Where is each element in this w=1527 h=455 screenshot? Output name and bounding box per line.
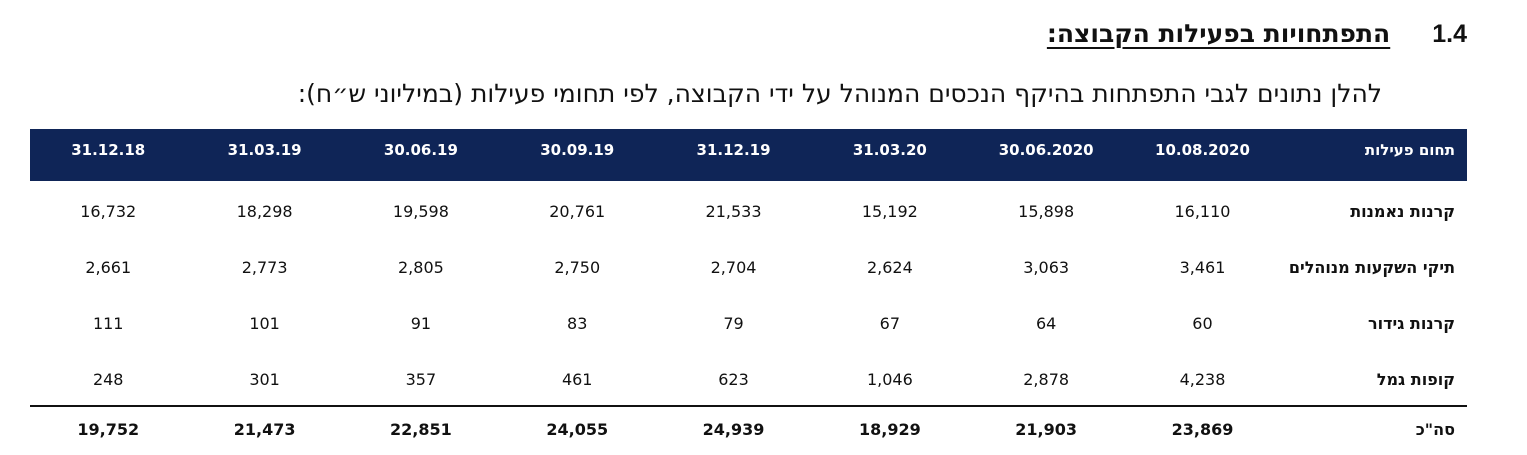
total-cell: 24,055 [499,405,656,451]
table-cell: 461 [561,369,593,389]
table-cell: 83 [567,313,588,333]
table-cell: 3,461 [1179,257,1226,277]
row-label: תיקי השקעות מנוהלים [1288,257,1455,277]
row-label: קרנות נאמנות [1350,201,1455,221]
table-cell: 2,773 [241,257,288,277]
total-label: סה"כ [1280,405,1467,451]
table-cell: 248 [92,369,124,389]
header-date: 31.03.20 [852,141,927,159]
header-activity-field: תחום פעילות [1364,141,1455,159]
table-row: קופות גמל 4,238 2,878 1,046 623 461 357 … [30,349,1467,406]
table-cell: 67 [879,313,901,333]
intro-paragraph: להלן נתונים לגבי התפתחות בהיקף הנכסים המ… [297,79,1382,108]
total-cell: 22,851 [342,405,500,451]
row-label: קופות גמל [1376,369,1455,389]
table-row: קרנות גידור 60 64 67 79 83 91 101 111 [30,293,1467,349]
table-cell: 2,750 [554,257,601,277]
section-title: התפתחויות בפעילות הקבוצה: [1046,19,1391,48]
table-cell: 1,046 [866,369,913,389]
header-date: 31.03.19 [227,141,302,159]
table-cell: 2,805 [398,257,444,277]
table-cell: 16,110 [1174,201,1231,221]
table-cell: 301 [249,369,280,389]
table-cell: 91 [410,313,432,333]
table-cell: 15,898 [1018,201,1075,221]
table-cell: 16,732 [80,201,137,221]
table-cell: 3,063 [1023,257,1070,277]
total-cell: 21,473 [186,405,343,451]
table-cell: 101 [249,313,280,333]
total-cell: 24,939 [655,405,812,451]
table-cell: 111 [92,313,124,333]
table-cell: 19,598 [392,201,449,221]
row-label: קרנות גידור [1367,313,1455,333]
table-cell: 2,878 [1023,369,1070,389]
table-cell: 21,533 [705,201,762,221]
table-cell: 623 [718,369,749,389]
header-date: 31.12.19 [696,141,771,159]
table-cell: 4,238 [1179,369,1226,389]
header-date: 10.08.2020 [1155,141,1250,159]
header-date: 30.09.19 [540,141,615,159]
table-header-row: תחום פעילות 10.08.2020 30.06.2020 31.03.… [30,129,1467,181]
header-date: 30.06.19 [383,141,458,159]
section-heading: 1.4 התפתחויות בפעילות הקבוצה: [1047,14,1467,54]
section-number: 1.4 [1432,20,1467,48]
table-row: תיקי השקעות מנוהלים 3,461 3,063 2,624 2,… [30,237,1467,293]
total-cell: 21,903 [968,405,1125,451]
table-cell: 18,298 [236,201,293,221]
table-cell: 2,624 [866,257,913,277]
table-cell: 2,704 [710,257,757,277]
total-row: סה"כ 23,869 21,903 18,929 24,939 24,055 … [30,405,1467,451]
activity-table: תחום פעילות 10.08.2020 30.06.2020 31.03.… [30,129,1467,451]
table-cell: 20,761 [549,201,606,221]
header-date: 30.06.2020 [998,141,1094,159]
table-cell: 15,192 [861,201,918,221]
table-cell: 79 [723,313,744,333]
table-cell: 60 [1192,313,1213,333]
total-cell: 18,929 [811,405,968,451]
table-cell: 357 [405,369,437,389]
total-cell: 19,752 [30,405,187,451]
total-cell: 23,869 [1124,405,1281,451]
table-cell: 2,661 [85,257,132,277]
table-row: קרנות נאמנות 16,110 15,898 15,192 21,533… [30,181,1467,237]
header-date: 31.12.18 [71,141,146,159]
table-cell: 64 [1035,313,1057,333]
